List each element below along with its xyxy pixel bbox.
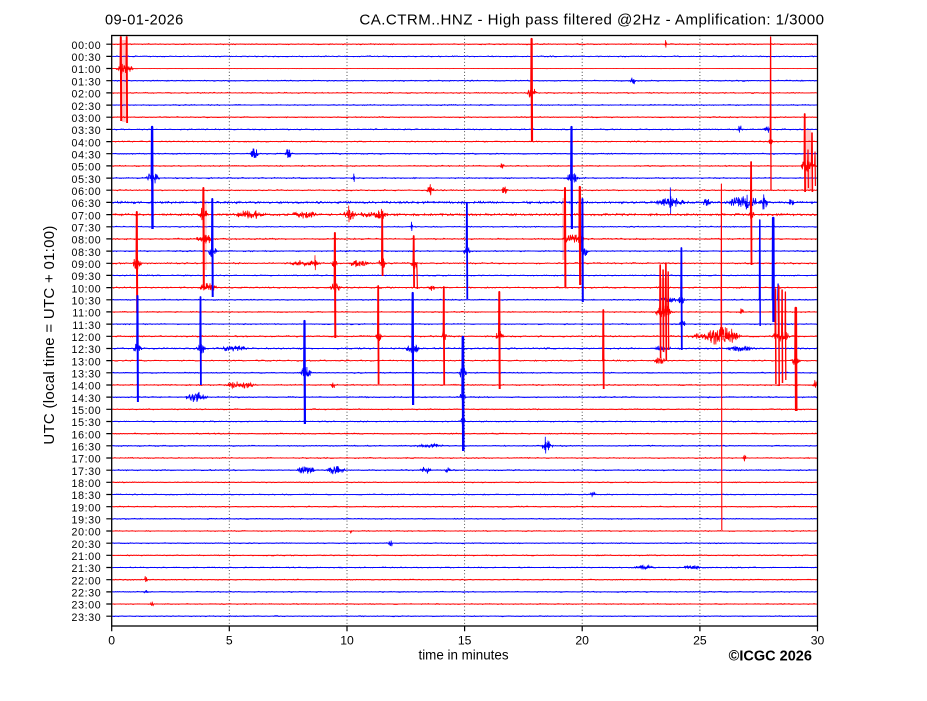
svg-text:14:00: 14:00 [72, 381, 102, 393]
svg-text:06:00: 06:00 [72, 186, 102, 198]
svg-text:07:30: 07:30 [72, 223, 102, 235]
svg-text:11:00: 11:00 [72, 308, 101, 320]
svg-text:23:00: 23:00 [72, 600, 102, 612]
svg-text:15:00: 15:00 [72, 405, 102, 417]
svg-text:5: 5 [226, 633, 233, 647]
svg-text:12:00: 12:00 [72, 332, 102, 344]
svg-text:13:00: 13:00 [72, 356, 102, 368]
svg-text:05:00: 05:00 [72, 162, 102, 174]
svg-text:time in minutes: time in minutes [418, 647, 508, 662]
svg-text:UTC (local time = UTC + 01:00): UTC (local time = UTC + 01:00) [41, 225, 58, 444]
svg-text:07:00: 07:00 [72, 210, 102, 222]
svg-text:19:30: 19:30 [72, 515, 102, 527]
svg-text:02:00: 02:00 [72, 89, 102, 101]
svg-text:0: 0 [108, 633, 115, 647]
svg-text:00:00: 00:00 [72, 40, 102, 52]
svg-text:08:00: 08:00 [72, 235, 102, 247]
svg-text:09-01-2026: 09-01-2026 [105, 13, 184, 29]
svg-text:08:30: 08:30 [72, 247, 102, 259]
svg-text:15:30: 15:30 [72, 417, 102, 429]
svg-text:12:30: 12:30 [72, 344, 102, 356]
svg-text:18:00: 18:00 [72, 478, 102, 490]
svg-text:20: 20 [575, 633, 589, 647]
svg-text:25: 25 [693, 633, 707, 647]
svg-text:15: 15 [458, 633, 472, 647]
svg-text:16:00: 16:00 [72, 429, 102, 441]
svg-text:10:00: 10:00 [72, 283, 102, 295]
svg-text:03:30: 03:30 [72, 125, 102, 137]
svg-text:05:30: 05:30 [72, 174, 102, 186]
svg-text:02:30: 02:30 [72, 101, 102, 113]
svg-text:14:30: 14:30 [72, 393, 102, 405]
svg-text:01:00: 01:00 [72, 64, 102, 76]
svg-text:23:30: 23:30 [72, 612, 102, 624]
svg-text:30: 30 [811, 633, 825, 647]
svg-text:09:30: 09:30 [72, 271, 102, 283]
svg-text:09:00: 09:00 [72, 259, 102, 271]
svg-text:10: 10 [340, 633, 354, 647]
svg-text:04:00: 04:00 [72, 137, 102, 149]
svg-text:01:30: 01:30 [72, 76, 102, 88]
svg-text:21:30: 21:30 [72, 563, 102, 575]
svg-text:03:00: 03:00 [72, 113, 102, 125]
svg-text:22:00: 22:00 [72, 575, 102, 587]
svg-text:22:30: 22:30 [72, 588, 102, 600]
svg-text:16:30: 16:30 [72, 442, 102, 454]
svg-text:11:30: 11:30 [72, 320, 101, 332]
svg-text:20:30: 20:30 [72, 539, 102, 551]
svg-text:13:30: 13:30 [72, 369, 102, 381]
svg-text:19:00: 19:00 [72, 502, 102, 514]
svg-text:06:30: 06:30 [72, 198, 102, 210]
svg-text:00:30: 00:30 [72, 52, 102, 64]
svg-text:10:30: 10:30 [72, 296, 102, 308]
svg-text:©ICGC 2026: ©ICGC 2026 [729, 649, 812, 665]
svg-text:04:30: 04:30 [72, 149, 102, 161]
svg-text:20:00: 20:00 [72, 527, 102, 539]
svg-text:21:00: 21:00 [72, 551, 102, 563]
svg-text:17:00: 17:00 [72, 454, 102, 466]
svg-text:17:30: 17:30 [72, 466, 102, 478]
svg-text:CA.CTRM..HNZ - High pass filte: CA.CTRM..HNZ - High pass filtered @2Hz -… [359, 12, 824, 29]
svg-text:18:30: 18:30 [72, 490, 102, 502]
